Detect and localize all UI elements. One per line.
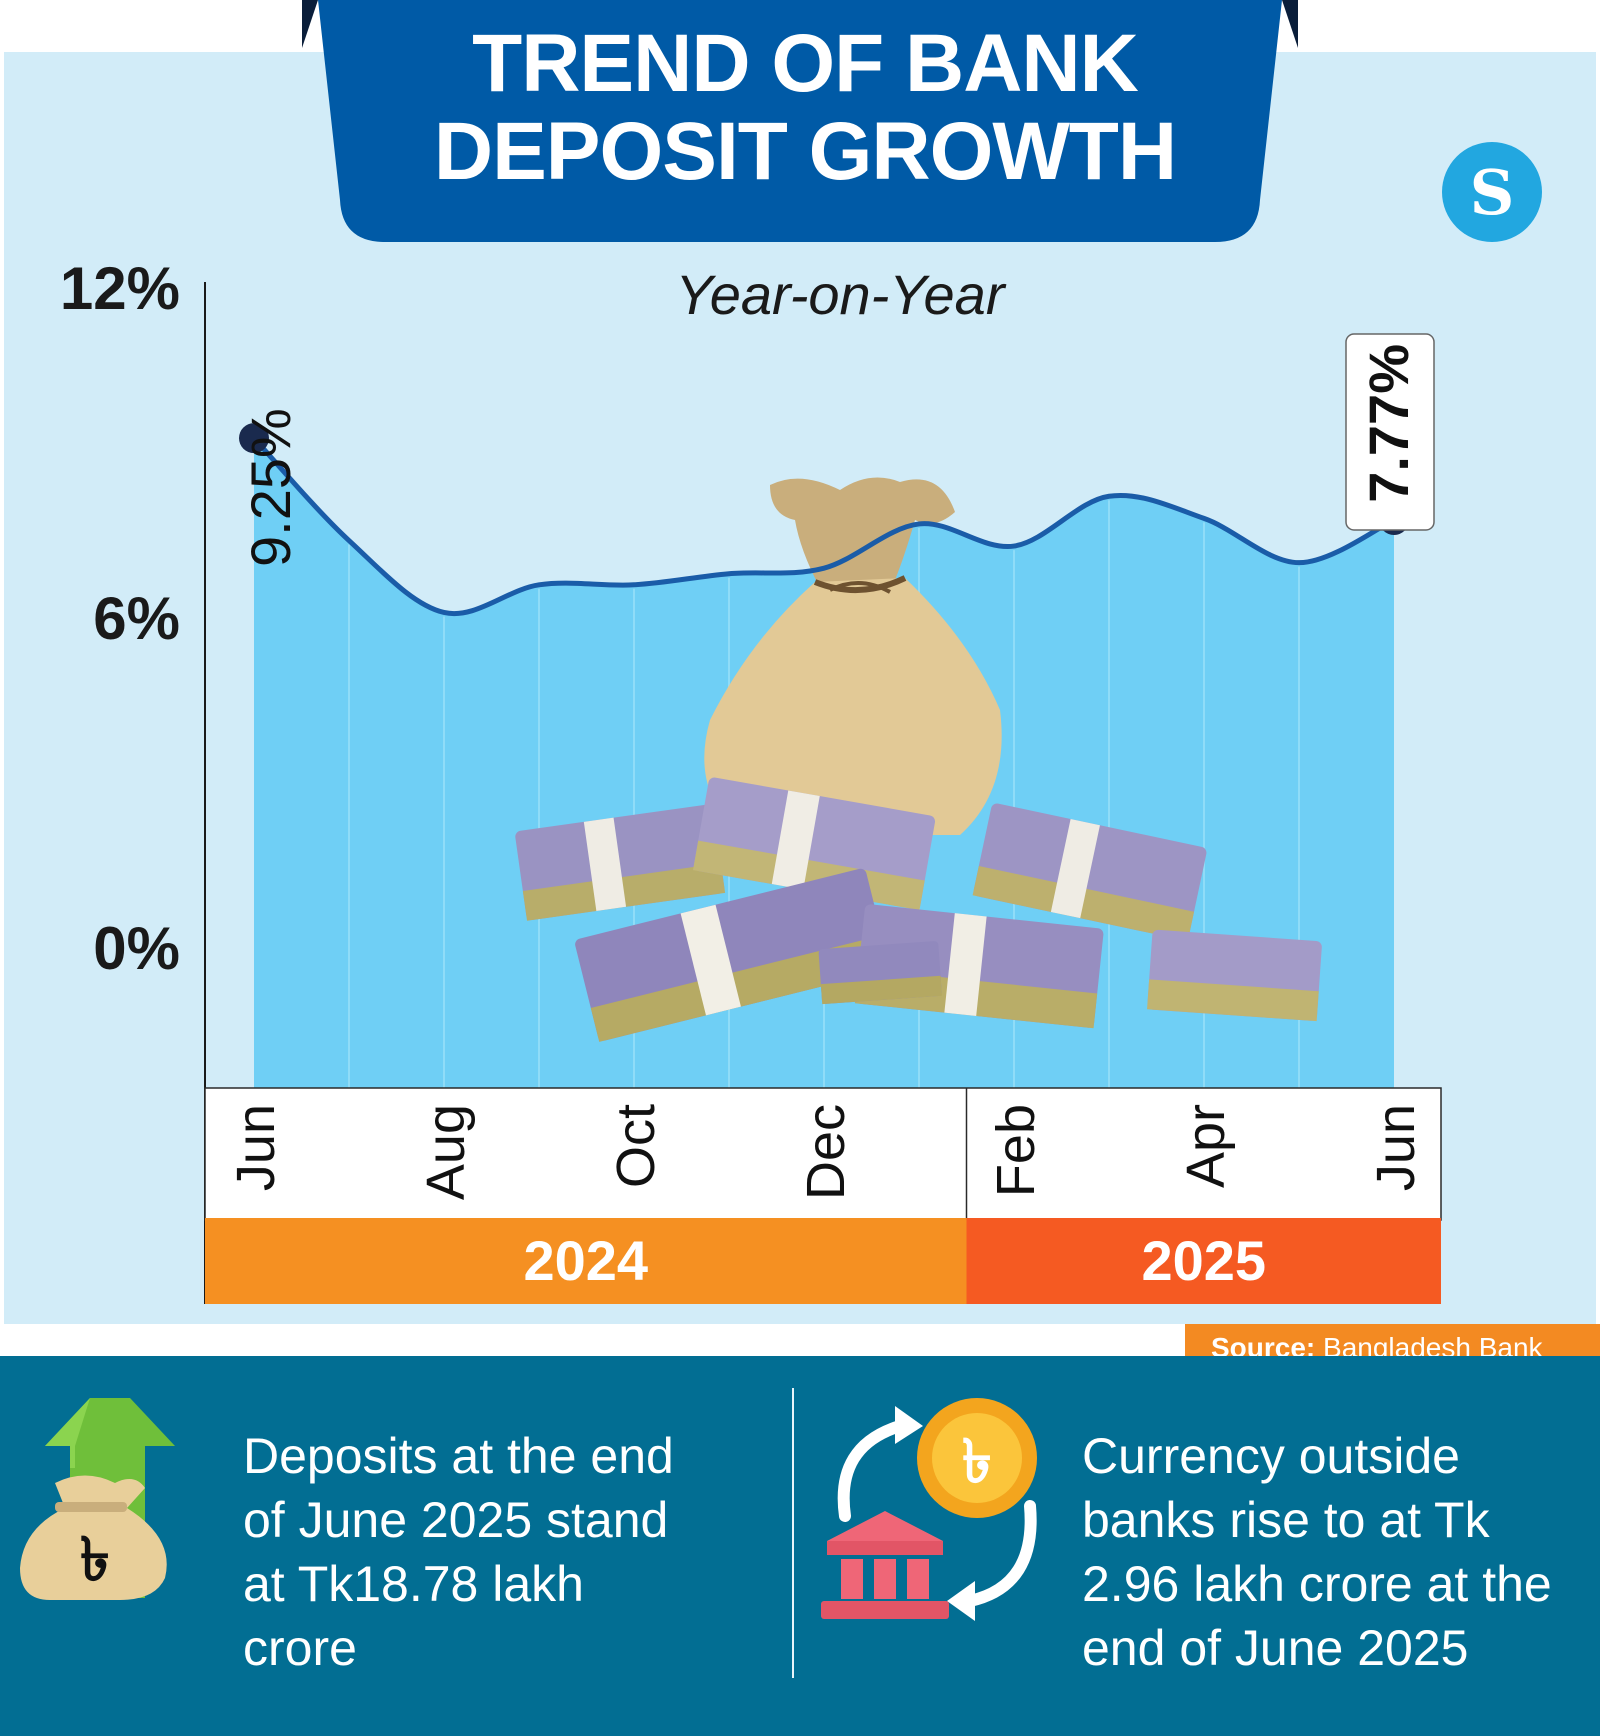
deposit-footnote: Deposits at the end of June 2025 stand a… — [243, 1424, 674, 1680]
footnote-line: Deposits at the end — [243, 1428, 674, 1484]
logo-text: S — [1470, 156, 1515, 229]
footnote-line: crore — [243, 1620, 357, 1676]
exchange-arrows-icon — [837, 1406, 1037, 1621]
data-label: 7.77% — [1357, 344, 1420, 503]
logo-icon: S — [1442, 142, 1542, 242]
x-tick-label: Jun — [1366, 1104, 1426, 1191]
year-band-label: 2025 — [1141, 1229, 1266, 1292]
svg-text:৳: ৳ — [962, 1427, 992, 1497]
annotation-layer: 9.25% 7.77% — [239, 333, 1435, 567]
title-banner: TREND OF BANK DEPOSIT GROWTH — [0, 0, 1600, 250]
footnote-line: 2.96 lakh crore at the — [1082, 1556, 1552, 1612]
chart-title: TREND OF BANK DEPOSIT GROWTH — [330, 20, 1280, 196]
year-band — [966, 1218, 1441, 1304]
axis-layer: 2024 2025 Jun Aug Oct Dec Feb Apr Jun — [204, 282, 1442, 1304]
chart-title-line2: DEPOSIT GROWTH — [433, 106, 1177, 197]
series-line — [252, 436, 1396, 617]
x-tick-label: Aug — [416, 1104, 476, 1200]
currency-icon-group: ৳ — [821, 1398, 1037, 1621]
money-bag-icon — [704, 477, 1002, 835]
annotation-box — [1345, 333, 1435, 531]
x-tick-label: Jun — [226, 1104, 286, 1191]
x-tick-label: Apr — [1176, 1104, 1236, 1188]
taka-coin-icon: ৳ — [917, 1398, 1037, 1518]
year-band — [205, 1218, 967, 1304]
data-point-marker — [239, 423, 269, 454]
footnote-line: end of June 2025 — [1082, 1620, 1469, 1676]
footnote-line: Currency outside — [1082, 1428, 1460, 1484]
x-tick-label: Dec — [796, 1104, 856, 1200]
y-tick-label: 12% — [59, 255, 180, 322]
footnote-line: at Tk18.78 lakh — [243, 1556, 584, 1612]
title-banner-shape — [302, 0, 1298, 242]
footnote-line: of June 2025 stand — [243, 1492, 669, 1548]
series-line-layer — [252, 436, 1396, 617]
year-band-label: 2024 — [523, 1229, 648, 1292]
data-label: 9.25% — [239, 408, 302, 567]
footer-panel — [0, 1356, 1600, 1736]
line-chart: 2024 2025 Jun Aug Oct Dec Feb Apr Jun 9.25% 7.77% — [204, 282, 1442, 1304]
footnote-line: banks rise to at Tk — [1082, 1492, 1490, 1548]
deposit-icon-group: ৳ — [20, 1398, 175, 1600]
chart-title-line1: TREND OF BANK — [472, 18, 1139, 109]
footer-divider — [792, 1388, 794, 1678]
bank-icon — [821, 1511, 949, 1619]
x-axis-box — [204, 1087, 1442, 1221]
chart-subtitle: Year-on-Year — [675, 263, 1005, 326]
x-tick-label: Feb — [986, 1104, 1046, 1197]
taka-bag-icon: ৳ — [20, 1475, 167, 1600]
money-pile-icon — [515, 777, 1322, 1042]
currency-footnote: Currency outside banks rise to at Tk 2.9… — [1082, 1424, 1552, 1680]
y-tick-label: 6% — [93, 585, 180, 652]
x-tick-label: Oct — [606, 1104, 666, 1188]
svg-text:৳: ৳ — [80, 1525, 110, 1595]
y-tick-label: 0% — [93, 915, 180, 982]
